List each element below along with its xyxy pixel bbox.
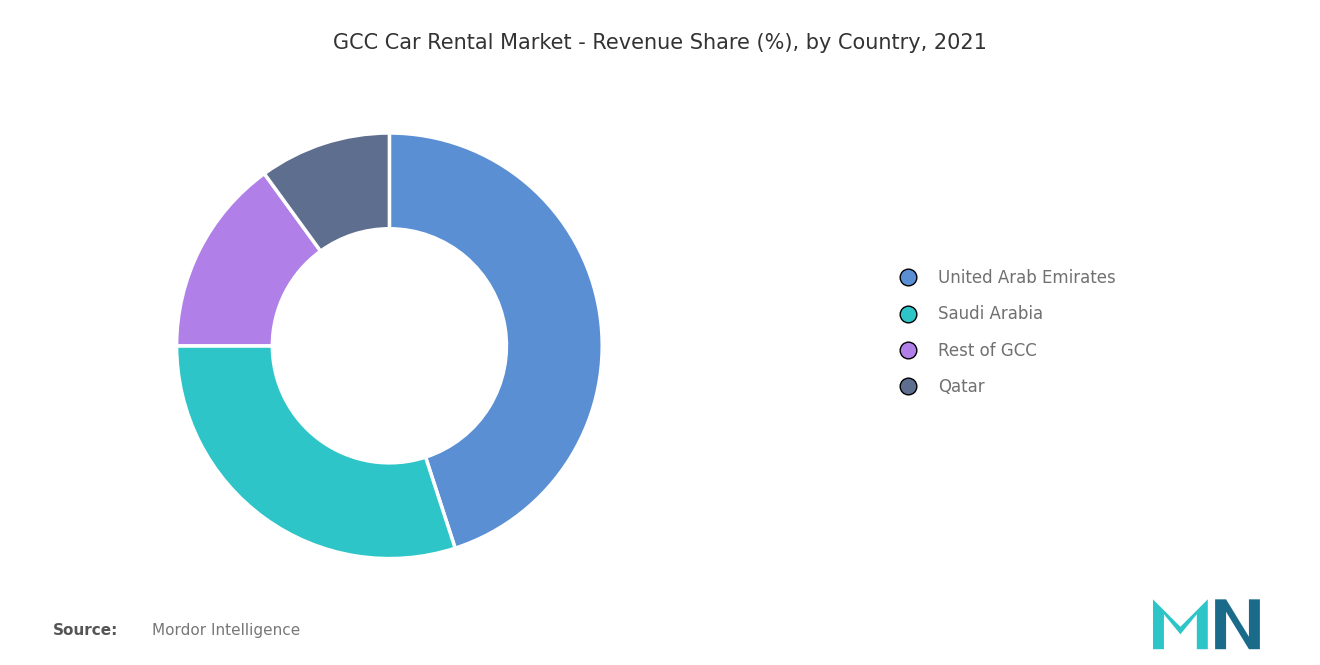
Legend: United Arab Emirates, Saudi Arabia, Rest of GCC, Qatar: United Arab Emirates, Saudi Arabia, Rest… — [891, 269, 1115, 396]
Text: Mordor Intelligence: Mordor Intelligence — [152, 623, 300, 638]
Wedge shape — [177, 174, 321, 346]
Wedge shape — [389, 133, 602, 548]
Text: GCC Car Rental Market - Revenue Share (%), by Country, 2021: GCC Car Rental Market - Revenue Share (%… — [333, 33, 987, 53]
Text: Source:: Source: — [53, 623, 119, 638]
Polygon shape — [1216, 599, 1259, 649]
Polygon shape — [1152, 599, 1208, 649]
Wedge shape — [177, 346, 455, 559]
Wedge shape — [264, 133, 389, 251]
